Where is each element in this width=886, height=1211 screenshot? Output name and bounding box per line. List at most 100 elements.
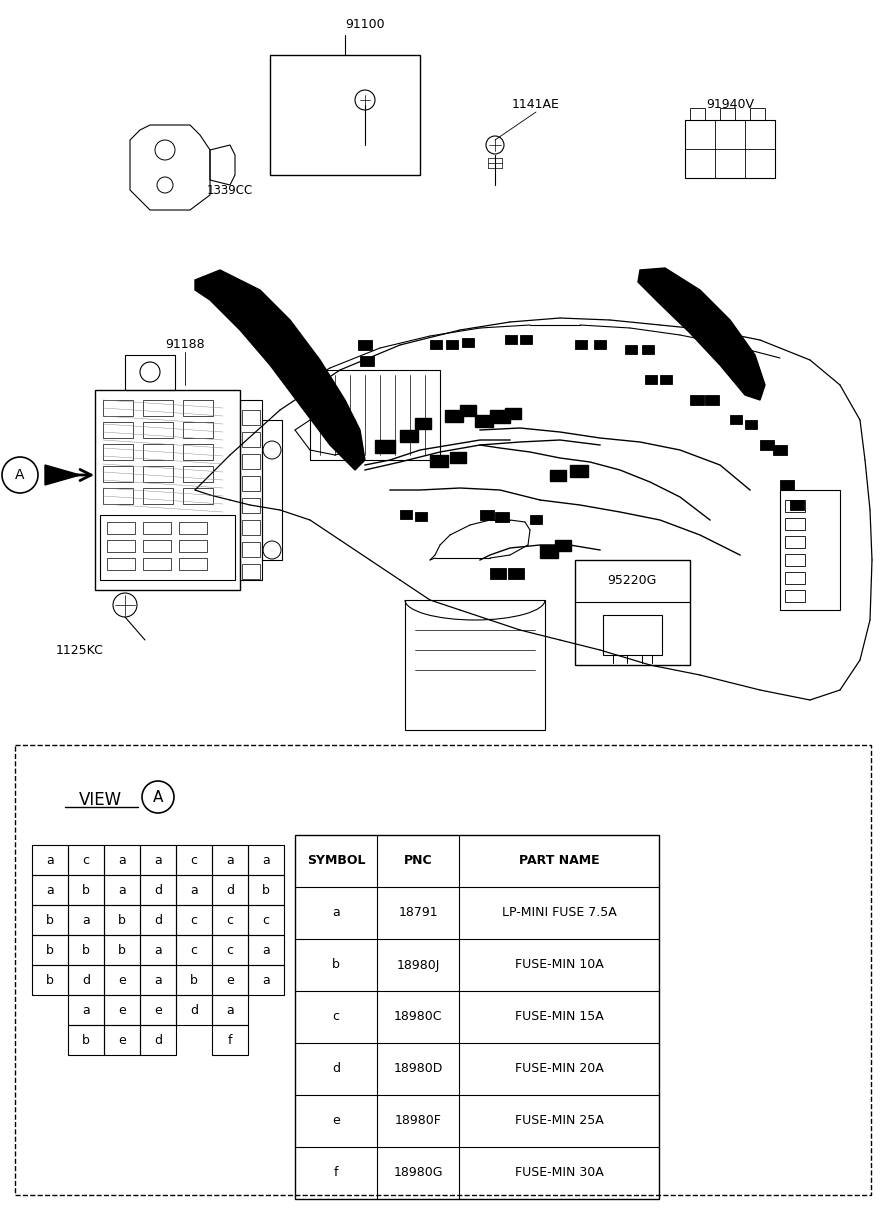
Bar — [179, 522, 207, 534]
Bar — [68, 995, 104, 1025]
Bar — [520, 335, 532, 344]
Bar — [212, 876, 248, 905]
Text: e: e — [226, 974, 234, 987]
Text: 18980G: 18980G — [393, 1166, 443, 1180]
Bar — [240, 400, 262, 580]
Bar — [295, 836, 659, 1199]
Bar — [176, 995, 212, 1025]
Bar — [176, 876, 212, 905]
Bar — [760, 440, 774, 450]
Bar — [15, 745, 871, 1195]
Text: a: a — [262, 854, 270, 867]
Bar — [140, 1025, 176, 1055]
Bar — [104, 965, 140, 995]
Bar — [785, 500, 805, 512]
Text: a: a — [46, 854, 54, 867]
Text: FUSE-MIN 30A: FUSE-MIN 30A — [515, 1166, 603, 1180]
Text: 18791: 18791 — [398, 907, 438, 919]
Bar — [107, 558, 135, 570]
Bar — [143, 540, 171, 552]
Bar — [400, 510, 412, 520]
Text: a: a — [154, 974, 162, 987]
Text: c: c — [262, 913, 269, 926]
Bar — [95, 390, 240, 590]
Bar — [450, 452, 466, 463]
Bar — [183, 488, 213, 504]
Bar — [212, 845, 248, 876]
Bar — [645, 375, 657, 384]
Bar — [242, 432, 260, 447]
Bar — [415, 418, 431, 429]
Text: a: a — [154, 854, 162, 867]
Text: f: f — [334, 1166, 338, 1180]
Bar — [415, 512, 427, 521]
Bar — [505, 335, 517, 344]
Text: c: c — [190, 913, 198, 926]
Bar — [179, 540, 207, 552]
Bar — [242, 498, 260, 513]
Bar — [104, 1025, 140, 1055]
Bar — [575, 559, 690, 665]
Bar — [508, 568, 524, 579]
Bar — [405, 599, 545, 730]
Text: c: c — [190, 854, 198, 867]
Bar — [242, 476, 260, 490]
Bar — [785, 590, 805, 602]
Bar — [490, 568, 506, 579]
Bar — [143, 466, 173, 482]
Bar — [143, 400, 173, 417]
Bar — [107, 522, 135, 534]
Text: b: b — [332, 958, 340, 971]
Text: d: d — [226, 884, 234, 896]
Bar — [750, 108, 765, 120]
Bar — [242, 543, 260, 557]
Bar — [530, 515, 542, 524]
Bar — [730, 415, 742, 424]
Text: d: d — [82, 974, 90, 987]
Text: FUSE-MIN 20A: FUSE-MIN 20A — [515, 1062, 603, 1075]
Text: a: a — [118, 884, 126, 896]
Bar — [104, 935, 140, 965]
Polygon shape — [45, 465, 80, 484]
Text: a: a — [118, 854, 126, 867]
Text: a: a — [226, 1004, 234, 1016]
Text: e: e — [118, 1033, 126, 1046]
Bar — [104, 905, 140, 935]
Bar — [68, 845, 104, 876]
Text: 91188: 91188 — [165, 339, 205, 351]
Text: b: b — [118, 913, 126, 926]
Bar — [780, 480, 794, 490]
Bar — [550, 470, 566, 481]
Bar — [720, 108, 735, 120]
Text: VIEW: VIEW — [79, 791, 121, 809]
Bar — [68, 1025, 104, 1055]
Bar — [103, 488, 133, 504]
Bar — [375, 440, 395, 453]
Bar — [400, 430, 418, 442]
Bar — [575, 340, 587, 349]
Bar — [248, 845, 284, 876]
Text: b: b — [46, 974, 54, 987]
Bar — [505, 408, 521, 419]
Text: a: a — [190, 884, 198, 896]
Text: b: b — [190, 974, 198, 987]
Text: c: c — [82, 854, 89, 867]
Bar — [685, 120, 775, 178]
Text: b: b — [118, 943, 126, 957]
Text: c: c — [332, 1010, 339, 1023]
Bar — [32, 905, 68, 935]
Text: b: b — [82, 884, 90, 896]
Text: 18980C: 18980C — [393, 1010, 442, 1023]
Bar — [242, 564, 260, 579]
Bar — [248, 965, 284, 995]
Text: a: a — [46, 884, 54, 896]
Bar — [140, 935, 176, 965]
Text: 18980J: 18980J — [396, 958, 439, 971]
Text: 91100: 91100 — [346, 18, 385, 31]
Text: FUSE-MIN 10A: FUSE-MIN 10A — [515, 958, 603, 971]
Text: b: b — [82, 1033, 90, 1046]
Text: SYMBOL: SYMBOL — [307, 855, 365, 867]
Text: PNC: PNC — [404, 855, 432, 867]
Text: 18980D: 18980D — [393, 1062, 443, 1075]
Text: b: b — [262, 884, 270, 896]
